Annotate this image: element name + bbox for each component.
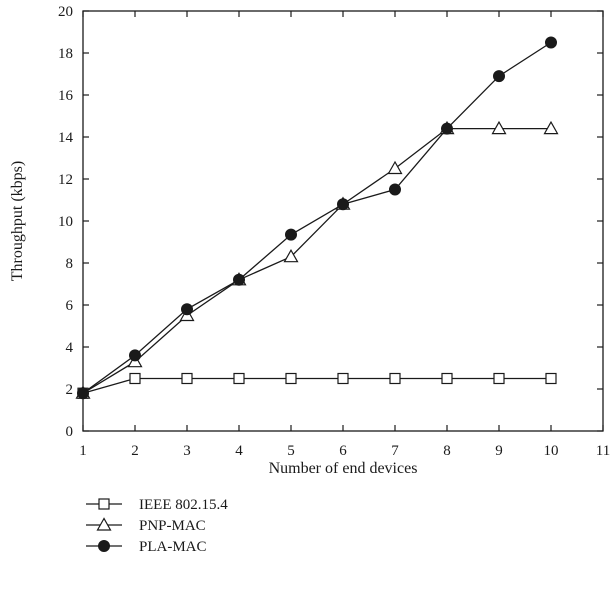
legend-item: PLA-MAC bbox=[86, 539, 207, 555]
x-tick-label: 10 bbox=[544, 443, 559, 459]
square-marker bbox=[545, 372, 557, 385]
square-marker bbox=[493, 372, 505, 385]
series-ieee-802-15-4 bbox=[77, 372, 557, 399]
plot-area bbox=[82, 10, 604, 432]
legend-label: PNP-MAC bbox=[139, 518, 206, 534]
square-marker bbox=[337, 372, 349, 385]
square-marker bbox=[98, 498, 110, 510]
x-tick-label: 7 bbox=[391, 443, 399, 459]
y-tick-label: 20 bbox=[58, 4, 73, 20]
x-tick-label: 3 bbox=[183, 443, 191, 459]
y-tick-label: 6 bbox=[66, 298, 74, 314]
x-tick-label: 5 bbox=[287, 443, 295, 459]
legend-item: PNP-MAC bbox=[86, 517, 206, 534]
circle-marker bbox=[181, 303, 193, 316]
circle-marker bbox=[389, 183, 401, 196]
x-tick-label: 11 bbox=[596, 443, 610, 459]
circle-marker bbox=[98, 540, 110, 552]
triangle-marker bbox=[96, 517, 112, 531]
y-tick-label: 10 bbox=[58, 214, 73, 230]
circle-marker bbox=[337, 198, 349, 211]
y-tick-label: 8 bbox=[66, 256, 74, 272]
series-line bbox=[82, 127, 551, 394]
triangle-marker bbox=[491, 120, 507, 135]
y-tick-label: 12 bbox=[58, 172, 73, 188]
circle-marker bbox=[441, 122, 453, 135]
triangle-marker bbox=[283, 248, 299, 263]
x-tick-label: 4 bbox=[235, 443, 243, 459]
square-marker bbox=[441, 372, 453, 385]
circle-marker bbox=[129, 349, 141, 362]
square-marker bbox=[129, 372, 141, 385]
triangle-marker bbox=[387, 160, 403, 175]
y-tick-label: 18 bbox=[58, 46, 73, 62]
circle-marker bbox=[285, 228, 297, 241]
legend-label: IEEE 802.15.4 bbox=[139, 497, 228, 513]
circle-marker bbox=[545, 36, 557, 49]
series-pla-mac bbox=[77, 36, 557, 400]
square-marker bbox=[389, 372, 401, 385]
y-tick-label: 14 bbox=[58, 130, 74, 146]
x-tick-label: 8 bbox=[443, 443, 451, 459]
series-line bbox=[82, 41, 552, 394]
circle-marker bbox=[233, 273, 245, 286]
legend: IEEE 802.15.4 PNP-MAC PLA-MAC bbox=[86, 497, 228, 555]
triangle-marker bbox=[543, 120, 559, 135]
square-marker bbox=[285, 372, 297, 385]
x-axis: 1 2 3 4 5 6 7 8 9 10 11 bbox=[79, 11, 610, 459]
y-axis-title: Throughput (kbps) bbox=[9, 161, 26, 281]
y-tick-label: 2 bbox=[66, 382, 74, 398]
x-tick-label: 2 bbox=[131, 443, 139, 459]
y-tick-label: 0 bbox=[66, 424, 74, 440]
circle-marker bbox=[493, 70, 505, 83]
circle-marker bbox=[77, 387, 89, 400]
series-line bbox=[82, 377, 551, 394]
series-pnp-mac bbox=[75, 120, 559, 399]
y-tick-label: 4 bbox=[66, 340, 74, 356]
legend-label: PLA-MAC bbox=[139, 539, 207, 555]
x-axis-title: Number of end devices bbox=[269, 460, 418, 477]
square-marker bbox=[181, 372, 193, 385]
y-tick-label: 16 bbox=[58, 88, 74, 104]
plot-frame bbox=[82, 10, 604, 432]
x-tick-label: 6 bbox=[339, 443, 347, 459]
x-tick-label: 9 bbox=[495, 443, 503, 459]
series-layer bbox=[75, 36, 559, 400]
legend-item: IEEE 802.15.4 bbox=[86, 497, 228, 513]
square-marker bbox=[233, 372, 245, 385]
x-tick-label: 1 bbox=[79, 443, 87, 459]
y-axis: 0 2 4 6 8 10 12 14 16 18 20 bbox=[58, 4, 603, 440]
